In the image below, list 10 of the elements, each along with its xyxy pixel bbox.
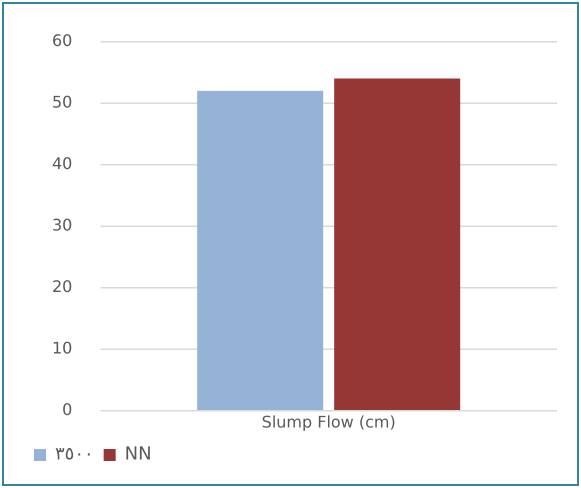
legend-label: NN bbox=[124, 444, 152, 465]
y-tick-label: 50 bbox=[52, 92, 72, 112]
legend-label: ٣٥٠٠ bbox=[55, 444, 94, 465]
y-tick-label: 0 bbox=[62, 400, 72, 419]
y-tick-label: 60 bbox=[52, 30, 72, 50]
y-tick-label: 20 bbox=[52, 276, 72, 296]
x-tick-label: Slump Flow (cm) bbox=[262, 412, 396, 432]
y-tick-label: 30 bbox=[52, 215, 72, 234]
y-tick-label: 10 bbox=[52, 338, 72, 358]
y-tick-label: 40 bbox=[52, 154, 72, 173]
